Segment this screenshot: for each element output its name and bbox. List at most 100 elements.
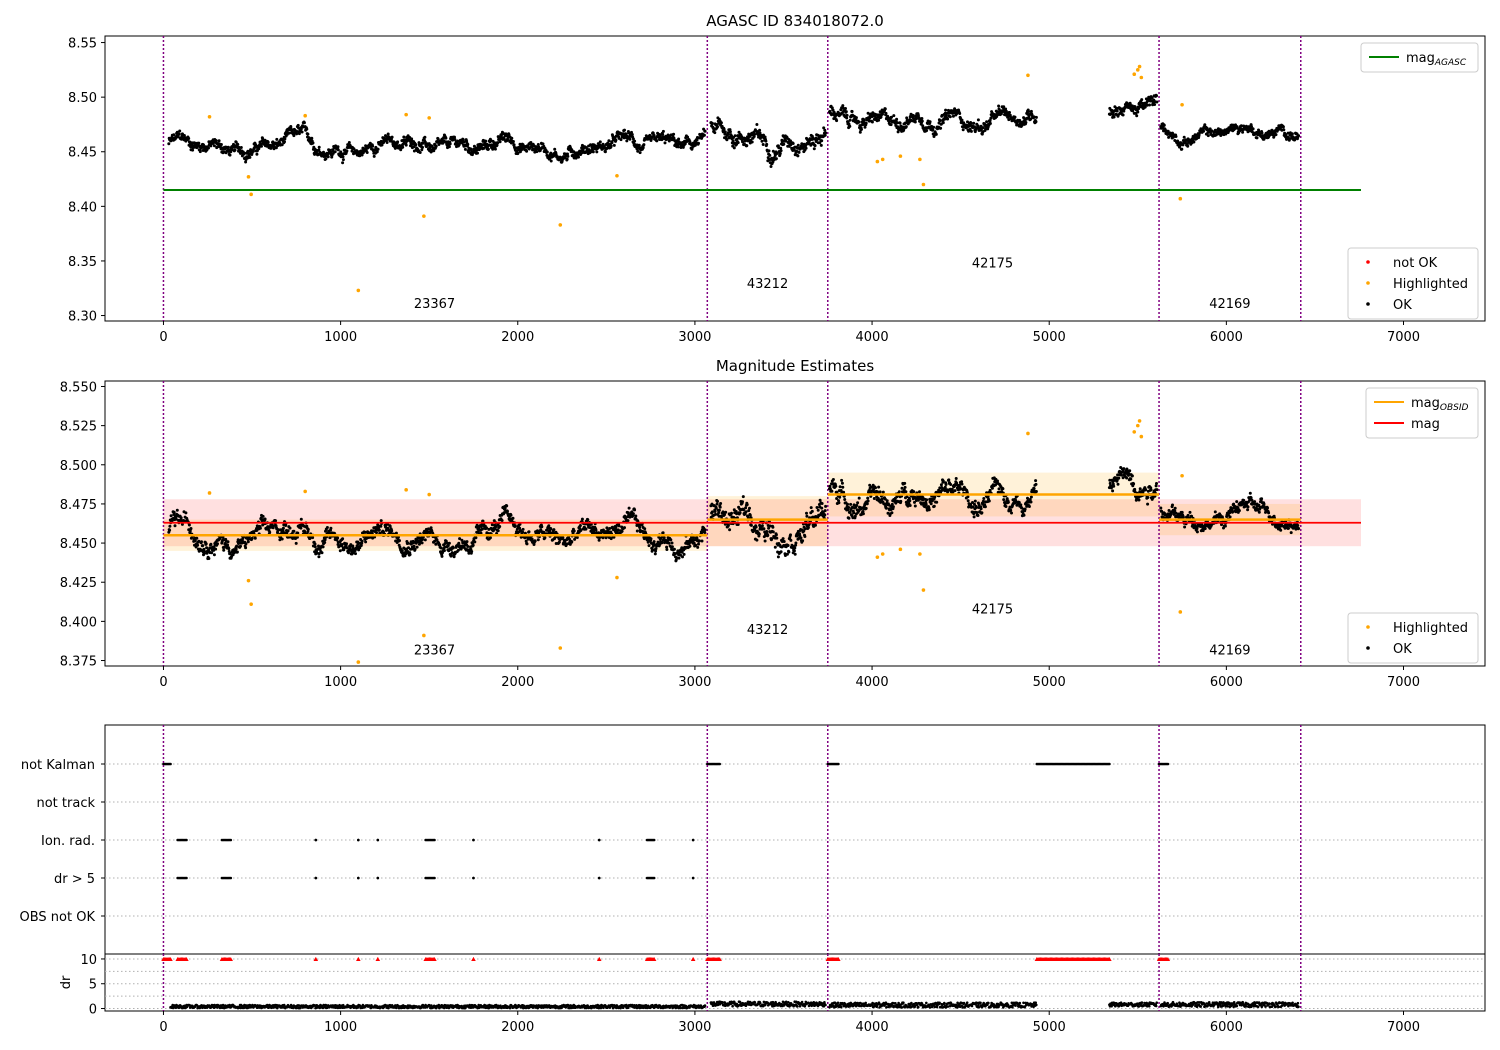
p2-ok-point (897, 490, 901, 494)
p1-ok-point (988, 122, 992, 125)
p1-ok-point (1218, 128, 1222, 132)
p1-ok-point (386, 132, 390, 136)
p1-ok-point (436, 137, 440, 141)
p1-ok-point (324, 157, 328, 161)
p1-ok-point (609, 144, 613, 148)
p2-ok-point (200, 540, 203, 544)
p1-ok-point (423, 140, 427, 144)
p1-ok-point (182, 134, 186, 137)
p1-ok-point (1135, 114, 1139, 118)
p1-ok-point (939, 126, 943, 130)
p1-ok-point (167, 142, 171, 146)
p2-ok-point (586, 518, 590, 522)
p2-ok-point (572, 529, 576, 533)
p1-ok-point (1024, 121, 1028, 124)
p2-ok-point (824, 504, 828, 508)
p2-ok-point (890, 511, 894, 515)
p1-ok-point (1166, 129, 1170, 133)
p2-ok-point (320, 551, 324, 555)
p1-ok-point (911, 114, 915, 117)
p2-ok-point (891, 505, 895, 509)
p1-legend-subscript: AGASC (1434, 58, 1467, 68)
p2-ok-point (216, 542, 219, 546)
p1-ok-point (484, 139, 488, 143)
p2-ok-point (654, 547, 658, 551)
p2-ok-point (719, 502, 723, 505)
p1-ok-point (944, 108, 948, 112)
p1-ok-point (758, 131, 762, 135)
p1-ok-point (1018, 118, 1022, 122)
p1-ok-point (300, 130, 304, 134)
p1-obsid-label: 42175 (972, 256, 1013, 271)
p1-ok-point (591, 150, 595, 154)
p1-ok-point (736, 141, 740, 145)
p1-ok-point (857, 120, 861, 124)
p1-ok-point (820, 139, 824, 143)
p2-ok-point (506, 509, 509, 513)
p1-ok-point (988, 119, 992, 122)
p2-ok-point (210, 551, 214, 555)
p1-ok-point (1008, 111, 1011, 114)
p1-ok-point (850, 110, 854, 113)
p2-ok-point (703, 528, 707, 532)
p2-ok-point (263, 517, 267, 521)
p2-ok-point (908, 499, 912, 503)
p2-ok-point (697, 542, 700, 546)
p2-ok-point (336, 536, 340, 540)
p1-ok-point (510, 136, 514, 140)
p2-ok-point (814, 523, 817, 527)
p1-ok-point (1112, 115, 1116, 119)
p2-xtick-label: 1000 (324, 675, 357, 690)
p1-highlighted-point (898, 154, 903, 158)
p2-ok-point (741, 500, 744, 504)
p1-ok-point (598, 140, 602, 144)
p2-ok-point (187, 523, 191, 527)
p1-ok-point (236, 143, 240, 146)
p2-ok-point (792, 549, 796, 553)
p2-ok-point (874, 486, 877, 490)
p1-ok-point (579, 152, 583, 156)
p2-ok-point (627, 506, 631, 510)
p1-ok-point (1034, 115, 1038, 119)
p1-ok-point (463, 147, 467, 151)
p2-ok-point (547, 524, 551, 528)
p2-ok-point (212, 553, 216, 557)
p2-ok-point (653, 552, 657, 556)
p2-ok-point (584, 527, 588, 531)
p1-ok-point (1115, 109, 1119, 113)
p2-ok-point (806, 526, 810, 530)
p1-ok-point (1246, 130, 1250, 134)
p2-ok-point (634, 514, 638, 518)
p1-ok-point (854, 116, 858, 120)
p1-ok-point (1121, 113, 1125, 117)
p1-ok-point (960, 118, 964, 122)
p2-ok-point (306, 527, 310, 531)
p2-ok-point (338, 549, 342, 553)
p1-ok-point (716, 125, 719, 129)
p1-ok-point (997, 104, 1001, 108)
p1-ok-point (768, 153, 772, 157)
p1-ok-point (1251, 127, 1255, 131)
p2-ok-point (773, 545, 777, 549)
p1-ok-point (287, 131, 291, 135)
p1-ok-point (360, 153, 364, 157)
p1-ok-point (493, 147, 497, 151)
p1-ok-point (610, 141, 614, 145)
p2-ok-point (415, 545, 419, 549)
p2-ok-point (703, 531, 707, 534)
p1-ok-point (864, 121, 868, 125)
p1-ok-point (753, 132, 757, 136)
p1-highlighted-point (404, 112, 408, 117)
p1-ok-point (763, 135, 767, 139)
p2-ok-point (786, 544, 790, 547)
p1-xtick-label: 5000 (1033, 330, 1066, 345)
p1-ok-point (1004, 107, 1008, 111)
p2-ok-point (947, 478, 951, 482)
p1-ok-point (663, 141, 667, 145)
p1-ok-point (263, 138, 267, 142)
p2-ok-point (360, 539, 364, 543)
p1-ok-point (371, 144, 375, 148)
p2-ok-point (398, 539, 401, 543)
p2-ok-point (536, 538, 540, 542)
p2-ok-point (250, 536, 254, 540)
